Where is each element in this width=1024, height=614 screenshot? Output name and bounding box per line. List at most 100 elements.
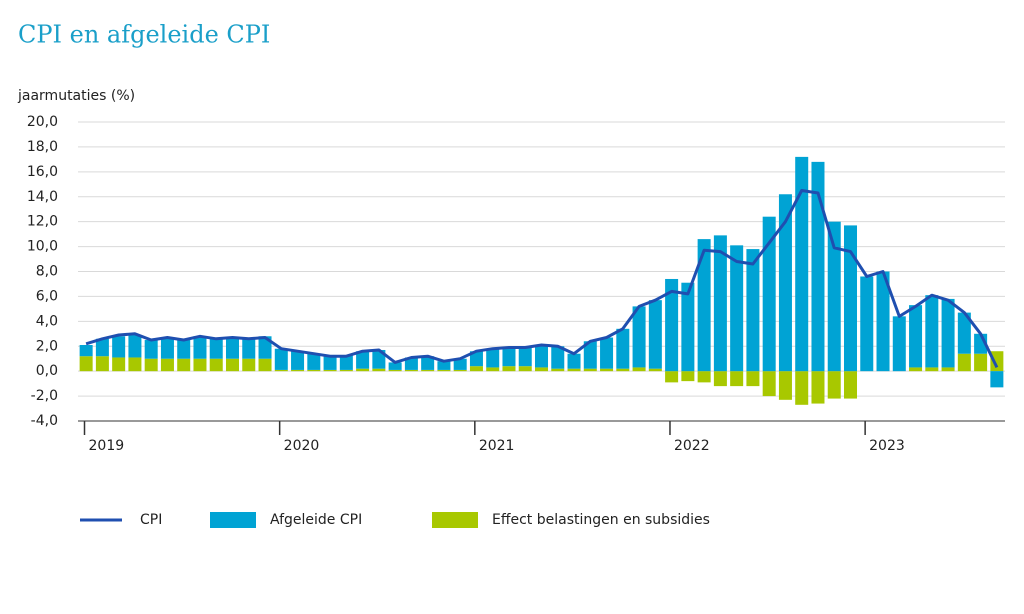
bar (534, 345, 549, 368)
y-tick-label: 12,0 (27, 214, 58, 230)
bar (632, 306, 646, 368)
bar (843, 225, 858, 372)
bar (713, 235, 727, 372)
bar (453, 358, 467, 370)
bar (437, 369, 451, 372)
y-axis-label: jaarmutaties (%) (17, 88, 135, 104)
bar (274, 369, 288, 372)
bar (79, 345, 93, 357)
x-tick-label: 2019 (89, 438, 125, 454)
bar (291, 369, 305, 372)
bar (486, 367, 500, 372)
bar (79, 356, 93, 372)
bar (957, 312, 971, 354)
bar (551, 368, 565, 372)
bar (941, 298, 955, 368)
bar (909, 305, 923, 368)
y-tick-label: 20,0 (27, 114, 58, 130)
bar (600, 368, 614, 372)
bar (583, 368, 597, 372)
bar (421, 356, 435, 370)
bar (811, 371, 825, 404)
bar (697, 371, 711, 383)
bar (112, 357, 126, 372)
bar (860, 276, 874, 372)
bar (486, 348, 500, 368)
bar (144, 358, 158, 372)
legend-swatch (432, 512, 478, 528)
bar (892, 316, 906, 372)
bar (551, 346, 565, 369)
bar (925, 367, 939, 372)
x-tick-label: 2020 (284, 438, 320, 454)
bar (502, 347, 516, 367)
bar (697, 239, 711, 372)
bar (193, 336, 207, 359)
bar (681, 371, 695, 382)
bar (177, 358, 191, 372)
bar (665, 371, 679, 383)
bar (339, 354, 353, 370)
bar (177, 340, 191, 359)
bar (209, 338, 223, 359)
bar (583, 341, 597, 369)
bar (746, 249, 760, 372)
bar (648, 368, 662, 372)
bar (95, 338, 109, 357)
bar (225, 358, 240, 372)
bar (421, 369, 435, 372)
legend-swatch (210, 512, 256, 528)
bar (925, 295, 939, 368)
bar (388, 362, 402, 370)
bar (437, 361, 451, 370)
bar (632, 367, 646, 372)
bar (258, 358, 272, 372)
y-tick-label: 10,0 (27, 239, 58, 255)
bar (307, 369, 321, 372)
y-tick-label: 8,0 (36, 264, 58, 280)
cpi-line (85, 189, 999, 369)
y-tick-label: 6,0 (36, 288, 58, 304)
bar (713, 371, 727, 387)
bar (648, 300, 662, 369)
bar (307, 353, 321, 370)
bar (567, 353, 581, 369)
bar (665, 278, 679, 372)
legend-label: Effect belastingen en subsidies (492, 512, 710, 528)
bar (242, 338, 256, 359)
bar (112, 336, 126, 358)
bar (388, 369, 402, 372)
bar (160, 337, 174, 359)
bar (209, 358, 223, 372)
bar (453, 369, 467, 372)
bar (502, 366, 516, 372)
bar (876, 271, 890, 372)
bar (730, 245, 744, 372)
bar (404, 369, 418, 372)
bar (827, 371, 841, 399)
bar (323, 354, 337, 370)
bar (827, 221, 841, 372)
y-tick-label: 4,0 (36, 313, 58, 329)
y-tick-label: 16,0 (27, 164, 58, 180)
bar (518, 366, 532, 372)
bar (762, 371, 776, 397)
bar (291, 351, 305, 370)
bar (990, 371, 1004, 388)
y-tick-label: 14,0 (27, 189, 58, 205)
y-tick-label: -4,0 (31, 413, 58, 429)
bar (974, 353, 988, 372)
y-tick-label: 2,0 (36, 338, 58, 354)
bar (469, 351, 483, 367)
bar (469, 366, 483, 372)
bar (534, 367, 549, 372)
bar (941, 367, 955, 372)
bar (193, 358, 207, 372)
bar (795, 371, 809, 405)
bar (160, 358, 174, 372)
bar (600, 337, 614, 369)
bar (323, 369, 337, 372)
bar (762, 216, 776, 372)
bar (225, 337, 240, 359)
